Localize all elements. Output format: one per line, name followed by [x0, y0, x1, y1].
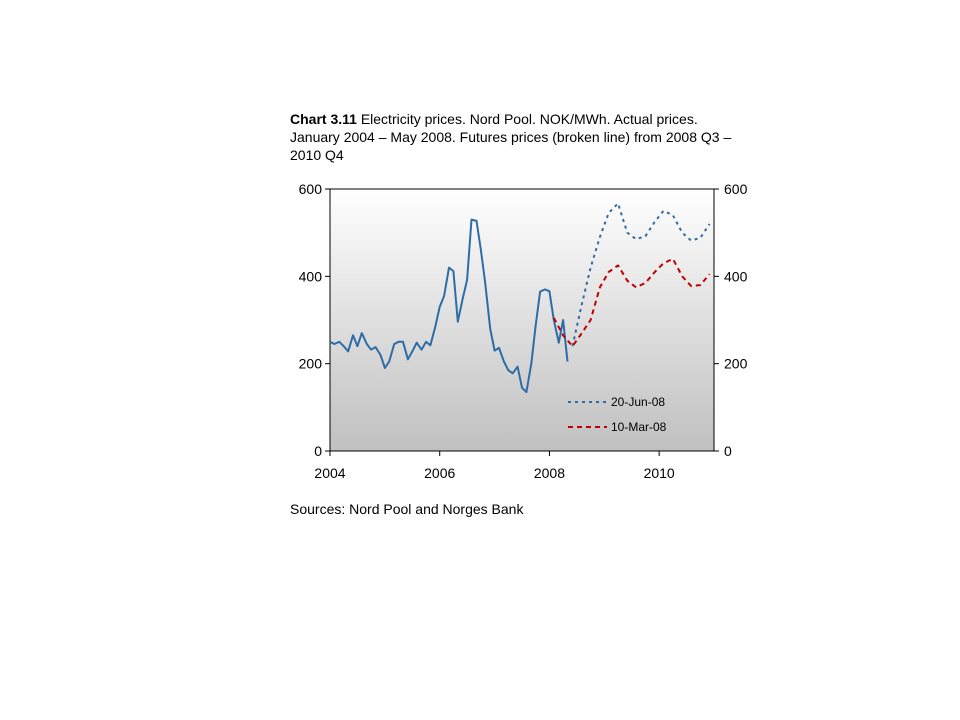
y-tick-label-right: 600: [724, 181, 748, 197]
x-tick-label: 2004: [314, 465, 345, 481]
plot-area: [329, 188, 715, 452]
chart-title-text: Electricity prices. Nord Pool. NOK/MWh. …: [290, 111, 732, 163]
series-line-10-mar-08: [552, 257, 711, 348]
legend-label: 10-Mar-08: [611, 420, 667, 434]
y-tick-label-left: 0: [314, 443, 322, 459]
legend-label: 20-Jun-08: [611, 395, 665, 409]
chart-source: Sources: Nord Pool and Norges Bank: [290, 501, 524, 517]
chart-title-prefix: Chart 3.11: [290, 111, 357, 127]
series-line-20-jun-08: [571, 202, 711, 347]
series-line-actual: [329, 218, 569, 394]
y-tick-label-right: 400: [724, 268, 748, 284]
y-tick-label-left: 400: [299, 268, 323, 284]
x-tick-label: 2008: [534, 465, 565, 481]
y-tick-label-left: 200: [299, 356, 323, 372]
y-tick-label-left: 600: [299, 181, 323, 197]
x-tick-label: 2010: [644, 465, 675, 481]
y-tick-label-right: 0: [724, 443, 732, 459]
chart-title: Chart 3.11 Electricity prices. Nord Pool…: [290, 110, 750, 164]
y-tick-label-right: 200: [724, 356, 748, 372]
x-tick-label: 2006: [424, 465, 455, 481]
